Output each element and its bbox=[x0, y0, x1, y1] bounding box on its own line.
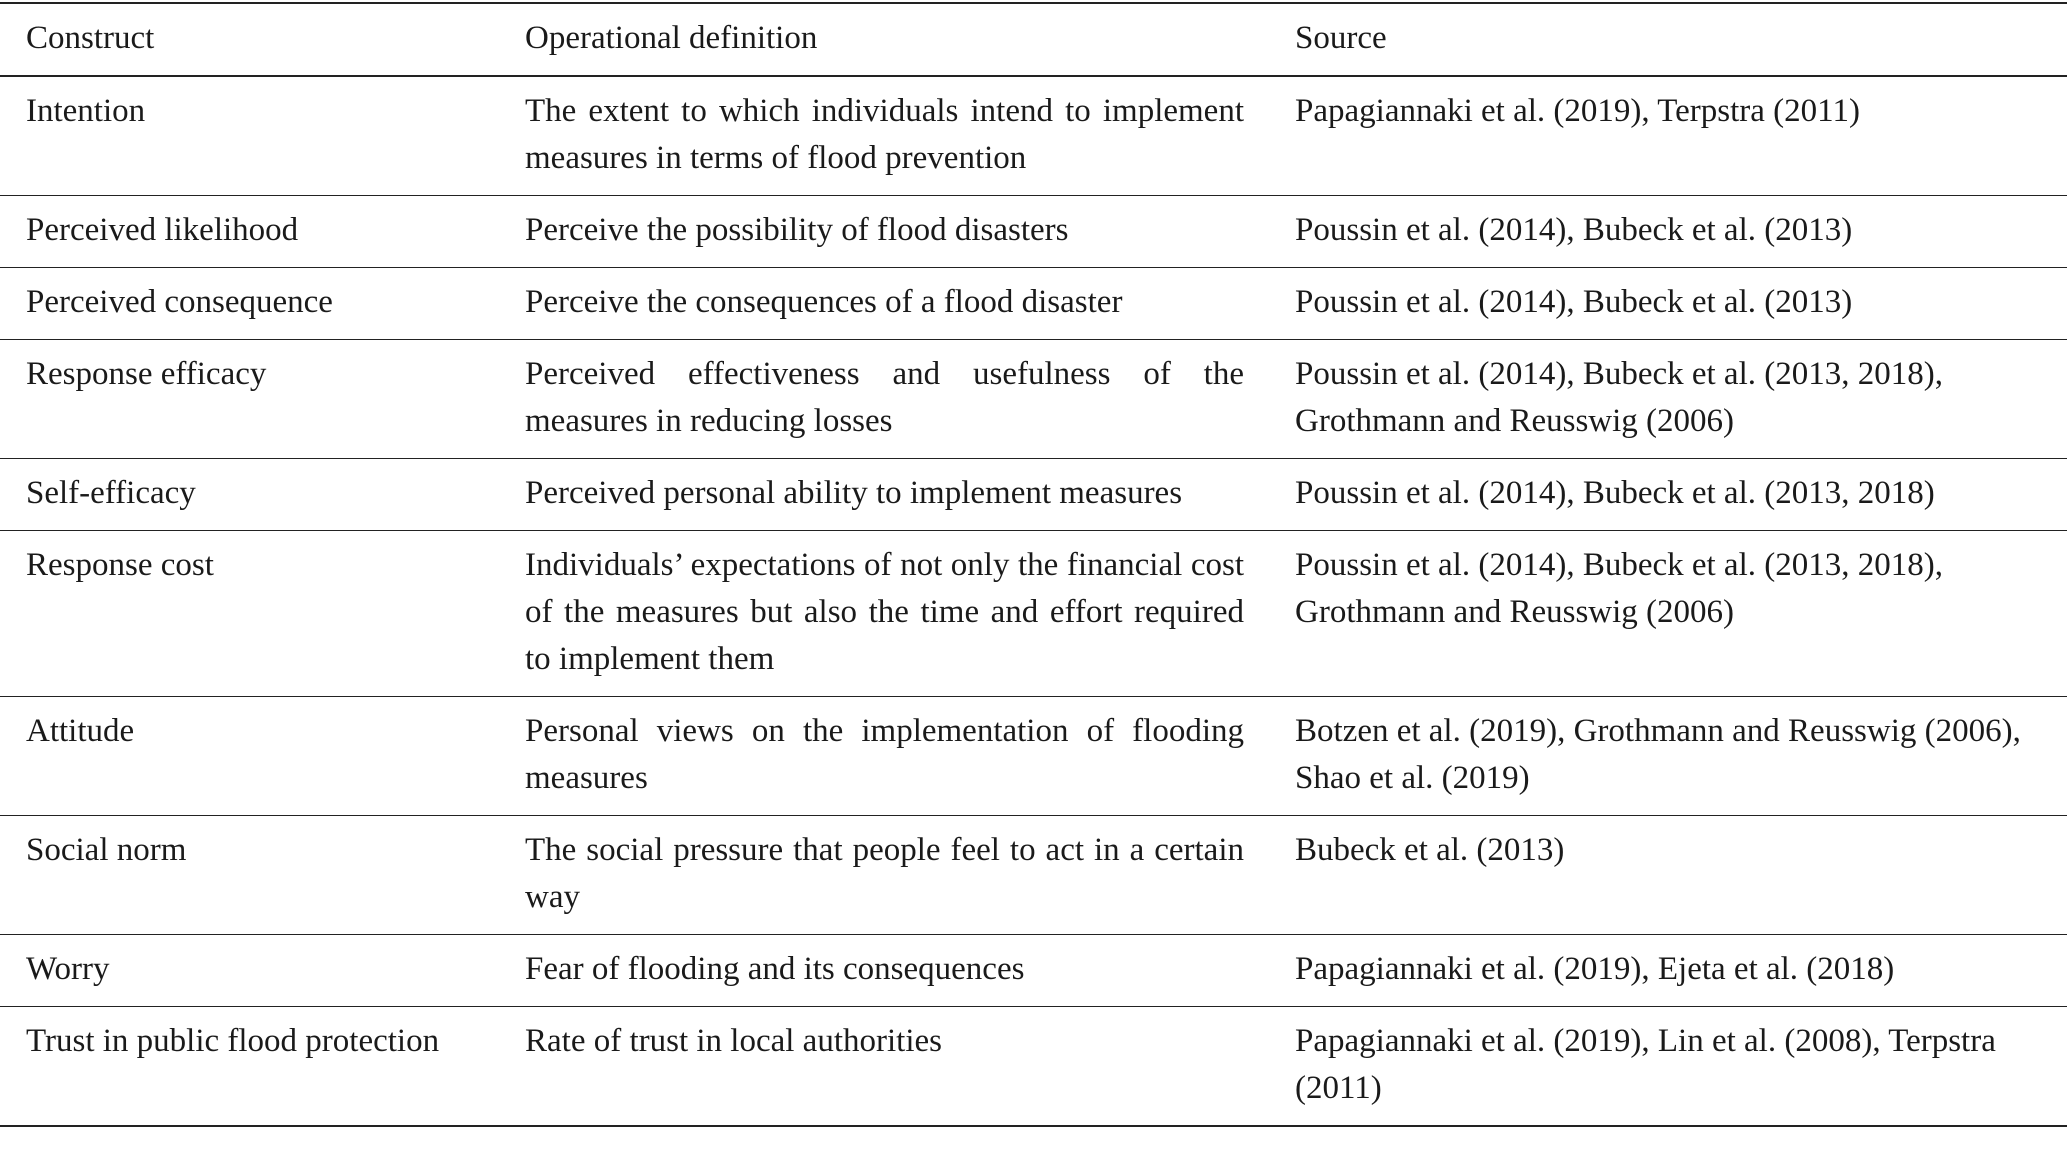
table-cell: Bubeck et al. (2013) bbox=[1295, 832, 1565, 868]
table-cell: Perceived effectiveness and usefulness o… bbox=[525, 356, 1244, 439]
table-cell: Perceived personal ability to implement … bbox=[525, 475, 1183, 511]
table-cell: Social norm bbox=[26, 832, 187, 868]
table-cell: The extent to which individuals intend t… bbox=[525, 93, 1244, 176]
table-cell: Personal views on the implementation of … bbox=[525, 713, 1244, 796]
table-cell: Botzen et al. (2019), Grothmann and Reus… bbox=[1295, 713, 2021, 796]
table-row: Self-efficacy Perceived personal ability … bbox=[0, 459, 2067, 531]
table-cell: Self-efficacy bbox=[26, 475, 196, 511]
table-cell: Attitude bbox=[26, 713, 135, 749]
table-cell: Poussin et al. (2014), Bubeck et al. (20… bbox=[1295, 547, 1943, 630]
column-header: Operational definition bbox=[525, 20, 818, 56]
table-cell: Poussin et al. (2014), Bubeck et al. (20… bbox=[1295, 284, 1853, 320]
table-cell: The social pressure that people feel to … bbox=[525, 832, 1244, 915]
table-row: Worry Fear of flooding and its consequenc… bbox=[0, 935, 2067, 1007]
table-cell: Fear of flooding and its consequences bbox=[525, 951, 1025, 987]
table-row: Trust in public flood protection Rate of … bbox=[0, 1007, 2067, 1126]
table-cell: Poussin et al. (2014), Bubeck et al. (20… bbox=[1295, 356, 1943, 439]
table-cell: Papagiannaki et al. (2019), Ejeta et al.… bbox=[1295, 951, 1895, 987]
table-cell: Rate of trust in local authorities bbox=[525, 1023, 942, 1059]
table-cell: Response cost bbox=[26, 547, 214, 583]
table-row: Attitude Personal views on the implementa… bbox=[0, 697, 2067, 816]
header-row: Construct Operational definition Source bbox=[0, 3, 2067, 76]
table-row: Social norm The social pressure that peop… bbox=[0, 816, 2067, 935]
table: Construct Operational definition Source In… bbox=[0, 2, 2067, 1127]
table-cell: Papagiannaki et al. (2019), Terpstra (20… bbox=[1295, 93, 1860, 129]
table-cell: Individuals’ expectations of not only th… bbox=[525, 547, 1244, 677]
table-cell: Perceive the possibility of flood disast… bbox=[525, 212, 1069, 248]
table-cell: Trust in public flood protection bbox=[26, 1023, 440, 1059]
table-row: Perceived likelihood Perceive the possibi… bbox=[0, 196, 2067, 268]
table-cell: Perceived consequence bbox=[26, 284, 333, 320]
table-row: Perceived consequence Perceive the conseq… bbox=[0, 268, 2067, 340]
table-header: Construct Operational definition Source bbox=[0, 3, 2067, 76]
table-cell: Perceive the consequences of a flood dis… bbox=[525, 284, 1123, 320]
table-cell: Response efficacy bbox=[26, 356, 267, 392]
table-cell: Perceived likelihood bbox=[26, 212, 299, 248]
column-header: Source bbox=[1295, 20, 1387, 56]
table-row: Response cost Individuals’ expectations o… bbox=[0, 531, 2067, 697]
table-cell: Poussin et al. (2014), Bubeck et al. (20… bbox=[1295, 475, 1935, 511]
column-header: Construct bbox=[26, 20, 155, 56]
table-cell: Papagiannaki et al. (2019), Lin et al. (… bbox=[1295, 1023, 1996, 1106]
table-cell: Worry bbox=[26, 951, 110, 987]
table-cell: Intention bbox=[26, 93, 146, 129]
table-row: Intention The extent to which individuals… bbox=[0, 76, 2067, 196]
table-body: Intention The extent to which individuals… bbox=[0, 76, 2067, 1126]
table-row: Response efficacy Perceived effectiveness… bbox=[0, 340, 2067, 459]
table-cell: Poussin et al. (2014), Bubeck et al. (20… bbox=[1295, 212, 1853, 248]
